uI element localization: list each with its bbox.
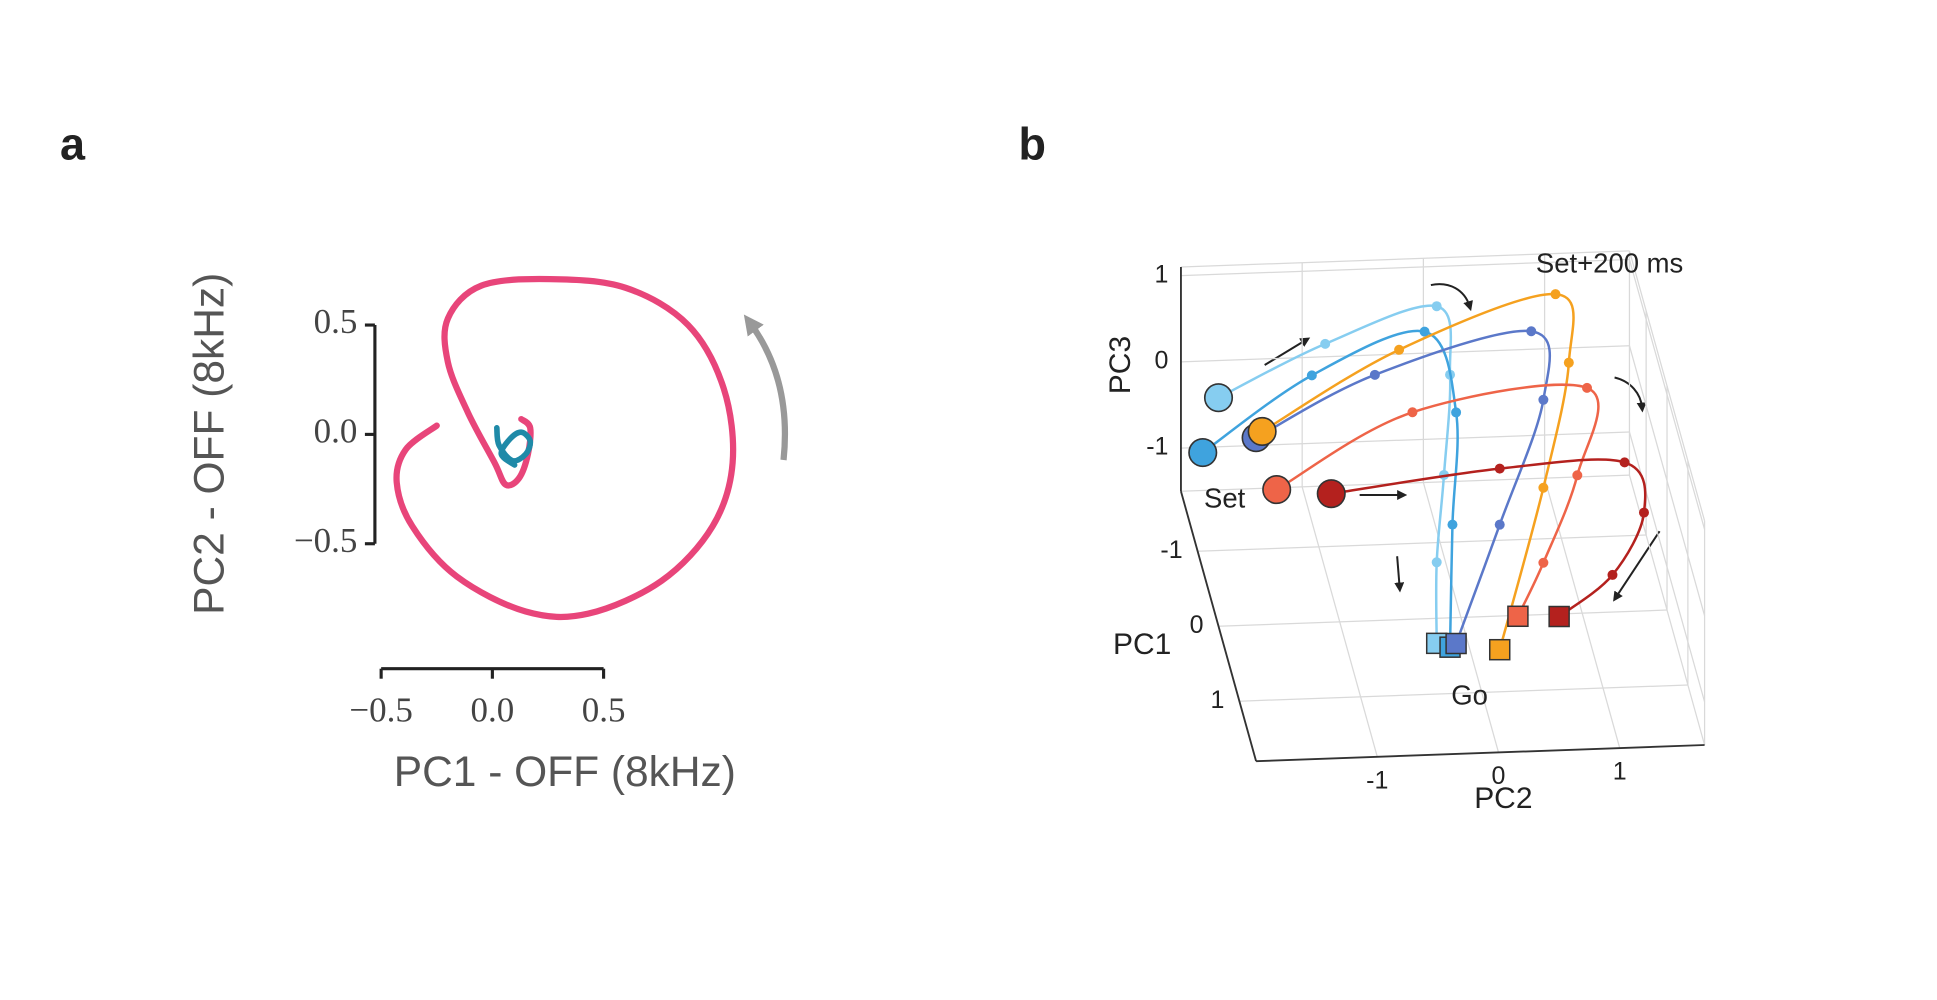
grid-line xyxy=(1197,534,1647,552)
set-marker xyxy=(1203,383,1234,413)
grid-line xyxy=(1180,345,1630,363)
y-tick-label: 0.0 xyxy=(314,411,358,450)
state-dot xyxy=(1572,470,1583,481)
state-dot xyxy=(1619,457,1630,468)
z-tick-label: 0 xyxy=(1155,347,1169,375)
set-marker xyxy=(1262,475,1292,505)
y-axis-label: PC2 - OFF (8kHz) xyxy=(187,273,234,615)
state-dot xyxy=(1320,338,1331,349)
set-marker xyxy=(1316,479,1346,509)
state-dot xyxy=(1447,519,1458,530)
state-dot xyxy=(1582,382,1593,393)
annotation: Go xyxy=(1451,680,1488,711)
state-dot xyxy=(1638,507,1649,518)
state-dot xyxy=(1407,407,1418,418)
go-marker xyxy=(1445,632,1467,655)
go-marker xyxy=(1507,605,1529,628)
state-dot xyxy=(1607,569,1618,580)
x-tick-label: 0.5 xyxy=(582,691,626,730)
y-tick-label: 0 xyxy=(1190,611,1204,639)
x-tick-label: -1 xyxy=(1366,766,1388,794)
y-axis-label: PC1 xyxy=(1113,628,1171,661)
state-dot xyxy=(1306,370,1317,381)
state-dot xyxy=(1431,301,1442,312)
z-tick-label: -1 xyxy=(1146,433,1168,461)
set-marker xyxy=(1247,416,1277,447)
grid-line xyxy=(1239,684,1688,702)
rotation-arrow xyxy=(743,314,789,461)
y-tick-label: 1 xyxy=(1210,686,1224,714)
x-axis-label: PC2 xyxy=(1474,782,1532,815)
y-axis xyxy=(1180,491,1257,762)
z-axis-label: PC3 xyxy=(1104,336,1137,394)
trajectory xyxy=(1331,458,1647,618)
state-dot xyxy=(1431,557,1442,568)
state-dot xyxy=(1419,326,1430,337)
state-dot xyxy=(1394,344,1405,355)
x-tick-label: −0.5 xyxy=(349,691,412,730)
go-marker xyxy=(1488,638,1511,661)
x-axis xyxy=(1256,744,1705,763)
state-dot xyxy=(1550,289,1561,300)
panel-label: b xyxy=(1018,118,1045,169)
trajectory xyxy=(393,275,737,621)
y-tick-label: -1 xyxy=(1160,536,1182,564)
state-dot xyxy=(1494,463,1505,474)
trajectory xyxy=(1202,329,1459,648)
annotation: Set+200 ms xyxy=(1536,247,1683,278)
y-tick-label: −0.5 xyxy=(294,521,357,560)
x-tick-label: 0 xyxy=(1492,762,1506,790)
state-dot xyxy=(1369,369,1380,380)
x-tick-label: 1 xyxy=(1613,758,1627,786)
x-tick-label: 0.0 xyxy=(471,691,515,730)
trajectory xyxy=(1261,292,1575,651)
grid-line xyxy=(1218,609,1668,627)
box-edge xyxy=(1180,250,1630,268)
state-dot xyxy=(1538,482,1549,493)
state-dot xyxy=(1494,519,1505,530)
annotation: Set xyxy=(1204,482,1246,513)
trajectory xyxy=(1255,329,1552,644)
state-dot xyxy=(1563,357,1574,368)
x-axis-label: PC1 - OFF (8kHz) xyxy=(394,749,736,796)
go-marker xyxy=(1548,605,1570,628)
z-tick-label: 1 xyxy=(1155,260,1169,288)
state-dot xyxy=(1538,557,1549,568)
y-tick-label: 0.5 xyxy=(314,302,358,341)
state-dot xyxy=(1538,394,1549,405)
trajectory xyxy=(494,425,534,468)
grid-line xyxy=(1180,258,1630,277)
set-marker xyxy=(1188,438,1218,468)
flow-arrows xyxy=(1264,283,1661,602)
state-dot xyxy=(1526,326,1537,337)
panel-label: a xyxy=(60,118,86,169)
state-dot xyxy=(1451,407,1462,418)
